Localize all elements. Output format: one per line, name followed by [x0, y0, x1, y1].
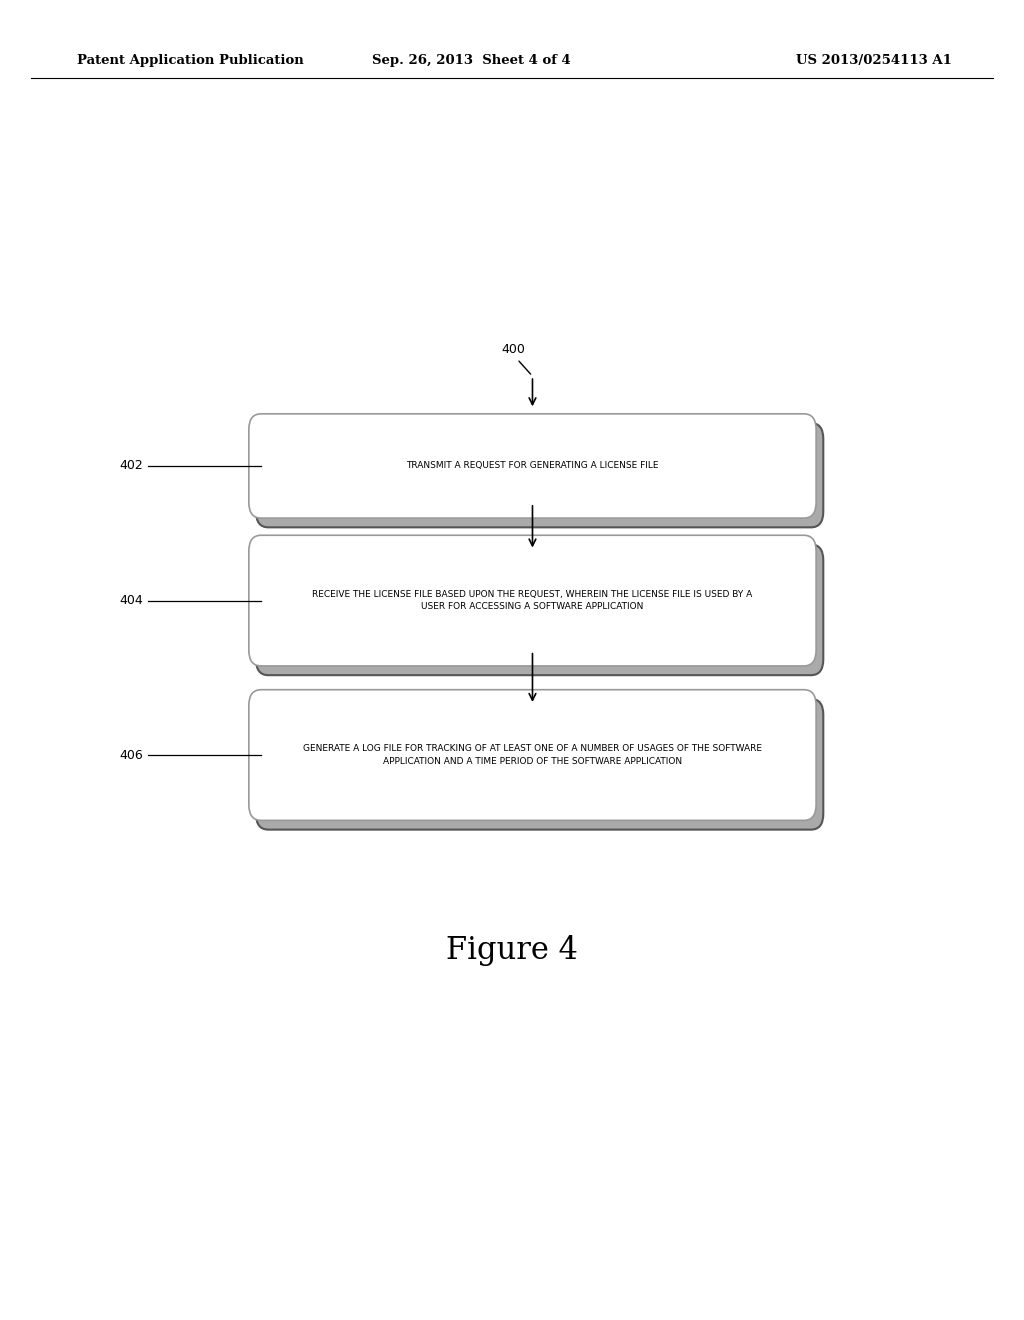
Text: 406: 406	[120, 748, 143, 762]
Text: 404: 404	[120, 594, 143, 607]
FancyBboxPatch shape	[256, 544, 823, 675]
Text: GENERATE A LOG FILE FOR TRACKING OF AT LEAST ONE OF A NUMBER OF USAGES OF THE SO: GENERATE A LOG FILE FOR TRACKING OF AT L…	[303, 744, 762, 766]
FancyBboxPatch shape	[256, 700, 823, 830]
Text: 400: 400	[502, 343, 525, 356]
FancyBboxPatch shape	[249, 689, 816, 820]
FancyBboxPatch shape	[249, 536, 816, 665]
Text: US 2013/0254113 A1: US 2013/0254113 A1	[797, 54, 952, 67]
Text: TRANSMIT A REQUEST FOR GENERATING A LICENSE FILE: TRANSMIT A REQUEST FOR GENERATING A LICE…	[407, 462, 658, 470]
Text: Sep. 26, 2013  Sheet 4 of 4: Sep. 26, 2013 Sheet 4 of 4	[372, 54, 570, 67]
FancyBboxPatch shape	[256, 422, 823, 527]
Text: RECEIVE THE LICENSE FILE BASED UPON THE REQUEST, WHEREIN THE LICENSE FILE IS USE: RECEIVE THE LICENSE FILE BASED UPON THE …	[312, 590, 753, 611]
Text: Figure 4: Figure 4	[446, 935, 578, 966]
Text: Patent Application Publication: Patent Application Publication	[77, 54, 303, 67]
FancyBboxPatch shape	[249, 414, 816, 517]
Text: 402: 402	[120, 459, 143, 473]
